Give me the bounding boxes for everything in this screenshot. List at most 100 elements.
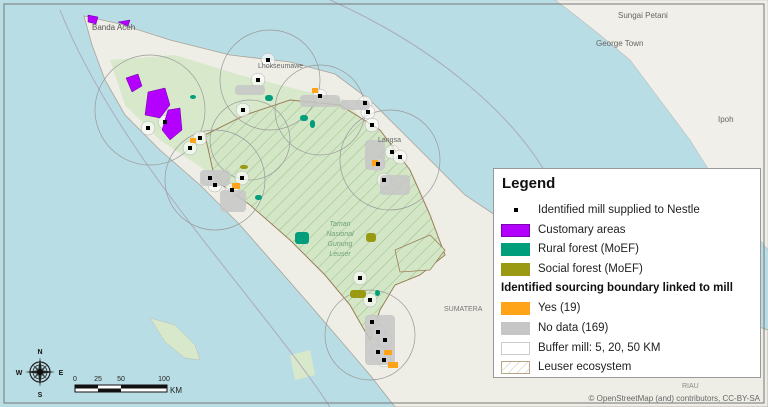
land-patches — [87, 14, 410, 368]
rural-forest — [190, 95, 196, 99]
banyak-islands — [290, 350, 315, 380]
mill-marker — [370, 123, 374, 127]
customary-area — [125, 73, 143, 93]
customary-area — [161, 107, 183, 141]
mill-marker — [318, 94, 322, 98]
compass-rose-icon: N S E W — [16, 349, 64, 399]
legend-swatch — [501, 341, 530, 355]
no-data-boundary — [340, 100, 370, 110]
mill-marker — [240, 176, 244, 180]
mill-marker — [368, 298, 372, 302]
mill-marker — [363, 101, 367, 105]
legend: Legend Identified mill supplied to Nestl… — [493, 168, 761, 378]
legend-label: Rural forest (MoEF) — [538, 243, 639, 255]
legend-label: Buffer mill: 5, 20, 50 KM — [538, 342, 661, 354]
compass-s: S — [38, 392, 43, 399]
legend-swatch — [501, 242, 530, 256]
no-data-boundary — [300, 95, 340, 107]
legend-item-social-forest: Social forest (MoEF) — [501, 261, 643, 277]
buffer-50km — [164, 129, 266, 231]
social-forest — [240, 165, 248, 169]
social-forest — [350, 290, 366, 298]
legend-label: Social forest (MoEF) — [538, 263, 643, 275]
mill-marker — [366, 110, 370, 114]
compass-n: N — [37, 349, 42, 356]
scale-tick: 0 — [73, 376, 77, 383]
scale-tick: 50 — [117, 376, 125, 383]
rural-forest — [375, 290, 380, 296]
label-george-town: George Town — [596, 39, 643, 48]
label-sumatera: SUMATERA — [444, 306, 483, 313]
legend-label: Leuser ecosystem — [538, 361, 632, 373]
legend-swatch — [501, 301, 530, 315]
label-ipoh: Ipoh — [718, 115, 734, 124]
mills — [146, 58, 402, 362]
mill-marker — [382, 178, 386, 182]
rural-forest — [295, 232, 309, 244]
legend-section-header: Identified sourcing boundary linked to m… — [501, 282, 733, 294]
mill-marker — [198, 136, 202, 140]
park-label-line: Taman — [329, 221, 350, 228]
legend-item-customary: Customary areas — [501, 222, 626, 238]
mill-symbol-icon — [501, 204, 530, 217]
scale-tick: 25 — [94, 376, 102, 383]
map-attribution: © OpenStreetMap (and) contributors, CC-B… — [588, 394, 760, 403]
compass-w: W — [16, 370, 23, 377]
legend-label: Identified mill supplied to Nestle — [538, 204, 700, 216]
legend-swatch — [501, 223, 530, 237]
scale-tick: 100 — [158, 376, 170, 383]
legend-swatch — [501, 321, 530, 335]
yes-boundary — [388, 362, 398, 368]
park-label-line: Nasional — [326, 231, 354, 238]
legend-item-leuser: Leuser ecosystem — [501, 359, 631, 375]
malaysia-land — [554, 0, 768, 251]
label-langsa: Langsa — [378, 137, 401, 144]
legend-label: Yes (19) — [538, 302, 581, 314]
label-lhokseumawe: Lhokseumawe — [258, 63, 303, 70]
mill-marker — [230, 188, 234, 192]
yes-boundary — [372, 160, 378, 166]
legend-label: No data (169) — [538, 322, 609, 334]
rural-forest — [300, 115, 308, 121]
mill-marker — [376, 350, 380, 354]
mill-marker — [370, 320, 374, 324]
rural-forest — [265, 95, 273, 101]
mill-marker — [241, 108, 245, 112]
scale-unit: KM — [170, 386, 182, 395]
customary-area — [87, 14, 99, 25]
legend-item-yes: Yes (19) — [501, 300, 580, 316]
buffer-50km — [219, 29, 321, 131]
mill-marker — [208, 176, 212, 180]
buffer-50km — [324, 289, 416, 381]
buffer-50km — [209, 99, 291, 181]
map-frame — [3, 3, 765, 404]
mill-marker — [266, 58, 270, 62]
legend-title: Legend — [502, 175, 556, 192]
mill-marker — [213, 183, 217, 187]
yes-boundary — [384, 350, 392, 355]
label-gunung-leuser-park: Taman Nasional Gunung Leuser — [326, 221, 354, 258]
social-forest — [366, 233, 376, 242]
mill-marker — [383, 338, 387, 342]
yes-boundary — [232, 183, 240, 189]
legend-item-mill: Identified mill supplied to Nestle — [501, 202, 700, 218]
park-label-line: Leuser — [329, 251, 351, 258]
customary-area — [144, 87, 171, 119]
label-riau: RIAU — [682, 383, 699, 390]
buffer-50km — [94, 54, 206, 166]
park-label-line: Gunung — [328, 241, 353, 248]
no-data-boundary — [365, 315, 395, 365]
label-sungai-petani: Sungai Petani — [618, 11, 668, 20]
no-data-boundary — [200, 170, 230, 186]
legend-item-buffer: Buffer mill: 5, 20, 50 KM — [501, 340, 661, 356]
maritime-boundary-east — [329, 0, 561, 201]
legend-swatch — [501, 262, 530, 276]
mill-marker — [188, 146, 192, 150]
simeulue-island — [149, 317, 201, 361]
mill-marker — [146, 126, 150, 130]
rural-forest — [310, 120, 315, 128]
legend-item-rural-forest: Rural forest (MoEF) — [501, 241, 639, 257]
no-data-boundary — [235, 85, 265, 95]
mill-marker — [398, 155, 402, 159]
